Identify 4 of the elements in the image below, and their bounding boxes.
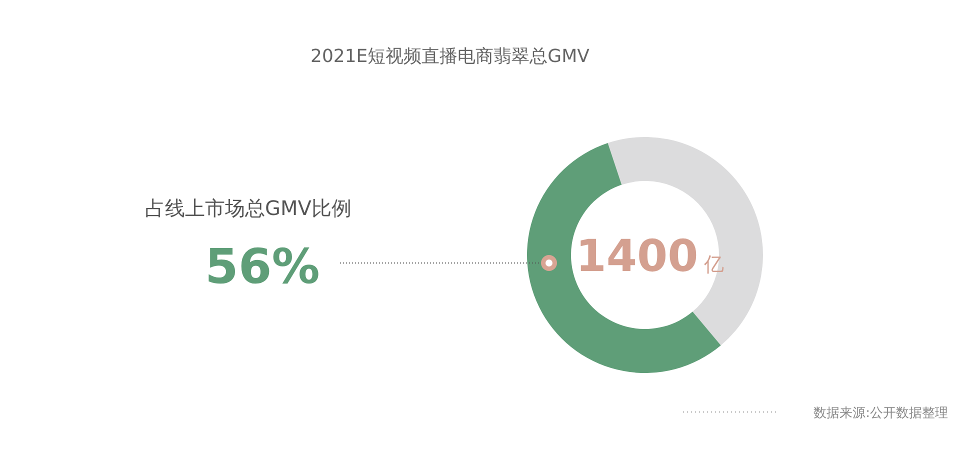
- text: 占线上市场总GMV比例: [145, 196, 352, 220]
- source-note: 数据来源:公开数据整理: [814, 406, 948, 421]
- chart-title: 2021E短视频直播电商翡翠总GMV: [310, 46, 590, 67]
- data-label: 56%: [205, 239, 320, 295]
